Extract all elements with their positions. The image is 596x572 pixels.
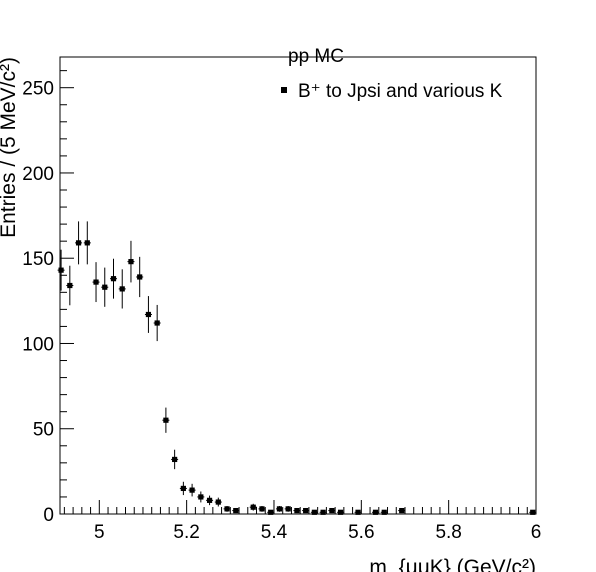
y-tick-label: 250 xyxy=(22,79,54,100)
data-point xyxy=(268,509,274,515)
data-point xyxy=(128,259,134,265)
data-point xyxy=(285,506,291,512)
data-point xyxy=(530,509,536,515)
data-point xyxy=(215,499,221,505)
x-tick-label: 5.6 xyxy=(348,522,374,543)
x-tick-label: 6 xyxy=(531,522,542,543)
data-layer xyxy=(57,221,537,515)
data-point xyxy=(294,507,300,514)
data-point xyxy=(329,507,335,514)
data-point xyxy=(337,509,344,515)
data-point xyxy=(372,509,379,515)
chart-title: pp MC xyxy=(288,46,344,67)
data-point xyxy=(320,509,326,515)
x-axis-title: m_{μμK} (GeV/c²) xyxy=(369,556,536,572)
x-tick-label: 5.4 xyxy=(261,522,288,543)
data-point xyxy=(163,417,169,423)
data-point xyxy=(259,506,265,512)
data-point xyxy=(399,507,405,514)
axis-layer xyxy=(59,56,537,515)
y-tick-label: 200 xyxy=(22,164,54,185)
x-tick-label: 5 xyxy=(94,522,105,543)
data-point xyxy=(67,282,73,289)
data-point xyxy=(381,509,387,515)
data-point xyxy=(206,497,213,503)
data-point xyxy=(110,276,117,282)
data-point xyxy=(145,311,152,318)
data-point xyxy=(58,267,64,273)
y-axis-title: Entries / (5 MeV/c²) xyxy=(0,57,20,238)
legend: B⁺ to Jpsi and various K xyxy=(281,81,503,102)
x-tick-label: 5.8 xyxy=(435,522,461,543)
y-tick-label: 0 xyxy=(43,505,54,526)
text-layer: 5 5.2 5.4 5.6 5.8 6 0 50 100 150 200 250 pp MC B⁺ to … xyxy=(0,46,541,572)
data-point xyxy=(198,494,204,500)
data-point xyxy=(355,509,361,515)
data-point xyxy=(303,507,309,514)
data-point xyxy=(137,274,143,280)
data-point xyxy=(172,456,178,463)
y-tick-label: 50 xyxy=(33,420,54,441)
data-point xyxy=(180,485,186,492)
y-tick-label: 150 xyxy=(22,249,54,270)
data-point xyxy=(102,284,108,290)
legend-label: B⁺ to Jpsi and various K xyxy=(298,81,503,102)
y-tick-label: 100 xyxy=(22,334,54,355)
data-point xyxy=(224,506,230,512)
data-point xyxy=(75,240,82,246)
x-tick-label: 5.2 xyxy=(173,522,199,543)
plot-frame xyxy=(59,56,537,515)
data-point xyxy=(93,279,99,285)
legend-marker xyxy=(281,87,287,93)
data-point xyxy=(154,320,160,326)
data-point xyxy=(311,509,317,515)
data-point xyxy=(250,504,256,510)
data-point xyxy=(189,487,195,493)
data-point xyxy=(233,507,239,514)
data-point xyxy=(276,506,283,512)
data-point xyxy=(84,240,90,246)
data-point xyxy=(119,286,125,292)
